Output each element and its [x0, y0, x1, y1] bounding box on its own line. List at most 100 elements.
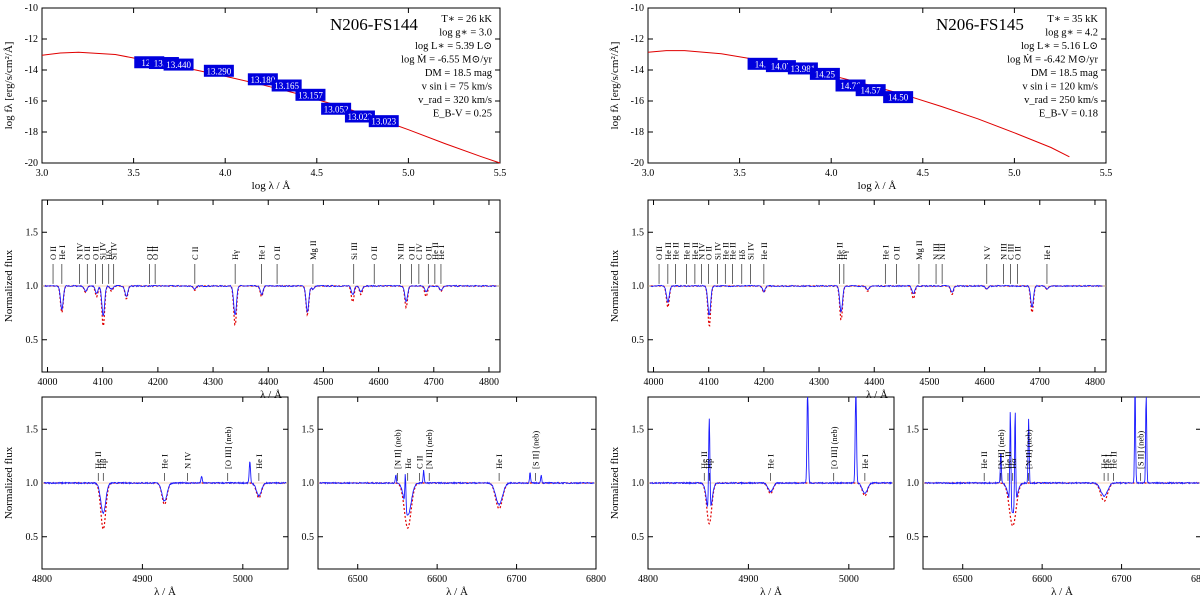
y-tick-label: 1.5 [26, 227, 39, 238]
x-tick-label: 4400 [864, 377, 884, 388]
y-tick-label: 1.5 [26, 424, 39, 435]
y-axis-label: log fλ [erg/s/cm²/Å] [609, 42, 621, 130]
x-tick-label: 4000 [644, 377, 664, 388]
line-label: He II [1109, 451, 1119, 469]
y-tick-label: -14 [631, 65, 644, 76]
line-label: C II [415, 455, 425, 469]
photometry-box [321, 102, 352, 115]
y-tick-label: 1.0 [907, 478, 920, 489]
line-label: N III [998, 243, 1008, 260]
line-label: O II [407, 246, 417, 260]
sed-model-line [647, 50, 1070, 158]
y-tick-label: 1.0 [632, 478, 645, 489]
x-tick-label: 4600 [975, 377, 995, 388]
line-label: He II [834, 242, 844, 260]
line-label: N III [931, 243, 941, 260]
stellar-parameter: log L∗ = 5.39 L⊙ [415, 41, 492, 52]
y-tick-label: -20 [25, 158, 38, 169]
y-tick-label: -16 [25, 96, 38, 107]
line-label: [O III] (neb) [829, 426, 839, 469]
plot-frame [41, 7, 501, 164]
x-tick-label: 4100 [699, 377, 719, 388]
line-label: He II [93, 451, 103, 469]
y-axis-label: Normalized flux [3, 446, 15, 519]
y-tick-label: 1.5 [302, 424, 315, 435]
y-tick-label: -18 [631, 127, 644, 138]
photometry-label: 14.25 [815, 69, 836, 79]
photometry-box [344, 110, 375, 123]
line-label: O II [423, 246, 433, 260]
photometry-label: 13.981 [791, 64, 816, 74]
x-tick-label: 4800 [479, 377, 499, 388]
x-axis-label: log λ / Å [252, 180, 291, 192]
x-tick-label: 6500 [953, 574, 973, 585]
x-tick-label: 5.0 [402, 168, 415, 179]
line-label: [N II] (neb) [392, 429, 402, 469]
observed-spectrum [649, 396, 893, 508]
line-label: [S II] (neb) [1136, 431, 1146, 469]
y-axis-label: Normalized flux [609, 249, 621, 322]
x-axis-label: λ / Å [1051, 586, 1073, 598]
y-tick-label: 0.5 [26, 335, 39, 346]
line-label: Hδ [104, 250, 114, 260]
photometry-box [809, 67, 840, 80]
line-label: O II [272, 246, 282, 260]
stellar-parameter: v sin i = 120 km/s [1022, 82, 1098, 93]
line-label: He I [494, 454, 504, 469]
observed-spectrum [924, 396, 1200, 514]
photometry-label: 13.157 [298, 90, 323, 100]
stellar-parameter: T∗ = 35 kK [1047, 14, 1098, 25]
line-label: Si IV [713, 241, 723, 260]
line-label: He I [57, 245, 67, 260]
stellar-parameter: log g∗ = 3.0 [439, 28, 492, 39]
y-tick-label: -14 [25, 65, 38, 76]
observed-spectrum [319, 470, 595, 516]
x-tick-label: 5.5 [1100, 168, 1113, 179]
line-label: C III [1006, 244, 1016, 260]
x-tick-label: 4800 [32, 574, 52, 585]
photometry-box [295, 88, 326, 101]
line-label: Hγ [839, 250, 849, 260]
line-label: N III [396, 243, 406, 260]
y-tick-label: 0.5 [632, 532, 645, 543]
line-label: He I [1099, 454, 1109, 469]
y-tick-label: -12 [25, 34, 38, 45]
y-tick-label: -20 [631, 158, 644, 169]
line-label: He II [430, 242, 440, 260]
stellar-parameter: log g∗ = 4.2 [1045, 28, 1098, 39]
blue-spectrum-panel-right: 4000 4100 4200 4300 4400 4500 4600 4700 4800 0.5 1… [609, 199, 1107, 401]
stellar-parameter: E_B-V = 0.18 [1039, 109, 1098, 120]
sed-panel-right: 3.0 3.5 4.0 4.5 5.0 5.5 -10 -12 -14 -16 -18 -20 log … [609, 3, 1112, 192]
photometry-label: 13.052 [324, 104, 349, 114]
x-axis-label: λ / Å [866, 389, 888, 401]
stellar-parameter: DM = 18.5 mag [1031, 68, 1099, 79]
blue-spectrum-panel-left: 4000 4100 4200 4300 4400 4500 4600 4700 4800 0.5 1… [3, 199, 501, 401]
line-label: [N II] (neb) [1024, 429, 1034, 469]
stellar-parameter: v sin i = 75 km/s [422, 82, 492, 93]
line-label: He II [727, 242, 737, 260]
x-tick-label: 6600 [1032, 574, 1052, 585]
line-label: Hδ [737, 250, 747, 260]
x-tick-label: 4700 [424, 377, 444, 388]
x-tick-label: 4.0 [825, 168, 838, 179]
photometry-label: 14.76 [840, 81, 861, 91]
y-tick-label: -18 [25, 127, 38, 138]
x-tick-label: 4400 [258, 377, 278, 388]
star-name: N206-FS144 [330, 15, 418, 34]
stellar-parameter: v_rad = 250 km/s [1024, 95, 1098, 106]
x-tick-label: 4000 [38, 377, 58, 388]
x-tick-label: 4.0 [219, 168, 232, 179]
line-label: He II [690, 242, 700, 260]
hbeta-panel-right: 4800 4900 5000 0.5 1.0 1.5 λ / Å Normalized flu… [609, 396, 895, 598]
x-tick-label: 6700 [1112, 574, 1132, 585]
line-label: Si III [349, 242, 359, 260]
y-axis-label: log fλ [erg/s/cm²/Å] [3, 42, 15, 130]
photometry-box [247, 73, 278, 86]
x-axis-label: λ / Å [760, 586, 782, 598]
model-spectrum [650, 285, 1103, 328]
line-label: C II [190, 246, 200, 260]
observed-spectrum [650, 284, 1103, 316]
line-label: O II [891, 246, 901, 260]
x-axis-label: log λ / Å [858, 180, 897, 192]
